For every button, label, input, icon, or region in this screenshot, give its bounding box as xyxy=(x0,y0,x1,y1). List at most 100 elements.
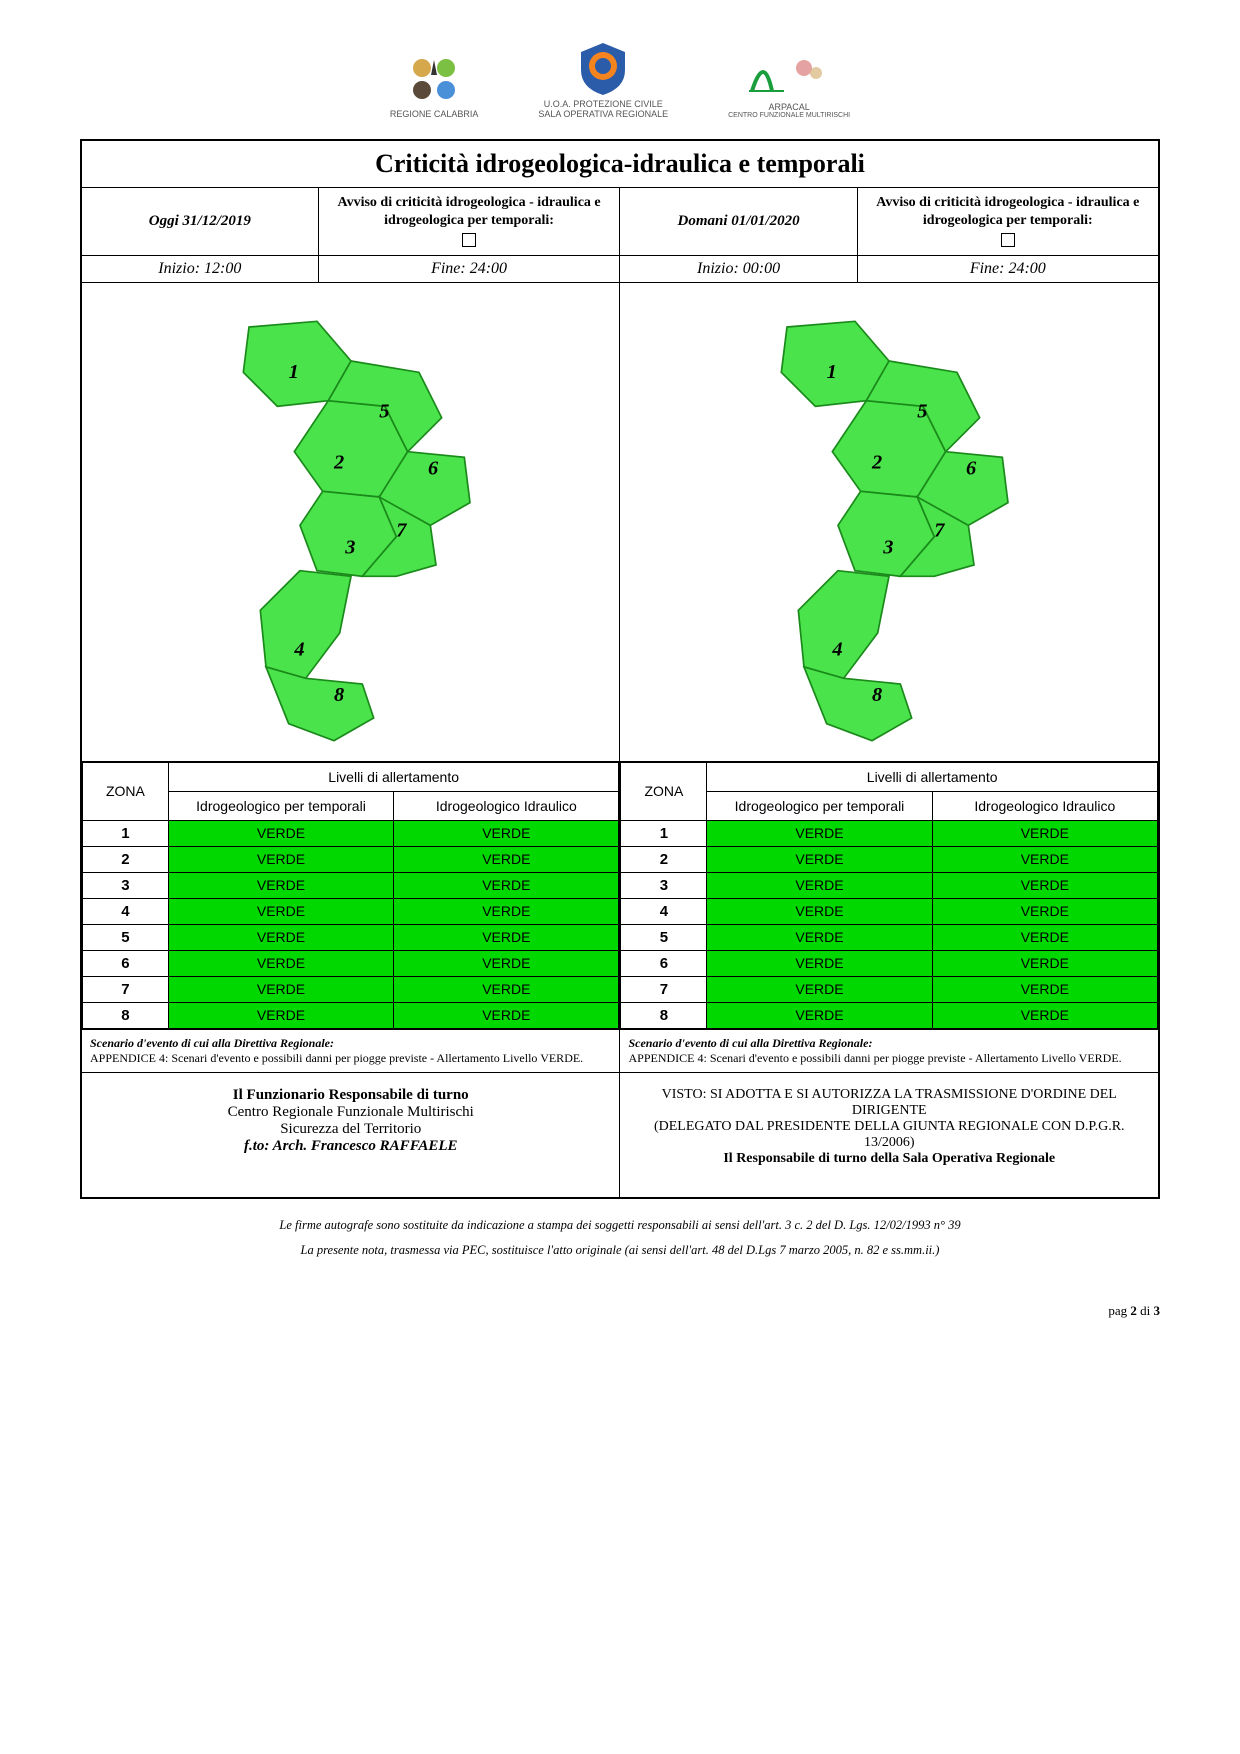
level-idraulico: VERDE xyxy=(394,976,619,1002)
scenario-body: APPENDICE 4: Scenari d'evento e possibil… xyxy=(628,1051,1121,1065)
today-zone-table: ZONA Livelli di allertamento Idrogeologi… xyxy=(82,762,619,1029)
zone-number: 7 xyxy=(621,976,707,1002)
level-temporali: VERDE xyxy=(168,924,393,950)
level-temporali: VERDE xyxy=(707,924,932,950)
today-inizio: Inizio: 12:00 xyxy=(81,255,318,282)
svg-text:5: 5 xyxy=(379,400,389,422)
col2-header: Idrogeologico Idraulico xyxy=(932,791,1157,820)
table-row: 4VERDEVERDE xyxy=(83,898,619,924)
level-temporali: VERDE xyxy=(168,976,393,1002)
sign-left-l4: f.to: Arch. Francesco RAFFAELE xyxy=(90,1138,611,1155)
calabria-map-tomorrow: 12345678 xyxy=(719,293,1059,746)
level-idraulico: VERDE xyxy=(932,976,1157,1002)
zone-number: 6 xyxy=(83,950,169,976)
col2-header: Idrogeologico Idraulico xyxy=(394,791,619,820)
zone-number: 2 xyxy=(621,846,707,872)
level-temporali: VERDE xyxy=(707,872,932,898)
today-checkbox xyxy=(462,233,476,247)
today-zone-table-cell: ZONA Livelli di allertamento Idrogeologi… xyxy=(81,761,620,1029)
level-idraulico: VERDE xyxy=(394,820,619,846)
table-row: 7VERDEVERDE xyxy=(83,976,619,1002)
table-row: 4VERDEVERDE xyxy=(621,898,1158,924)
sign-right-l2: (DELEGATO DAL PRESIDENTE DELLA GIUNTA RE… xyxy=(628,1119,1150,1151)
tomorrow-zone-body: 1VERDEVERDE2VERDEVERDE3VERDEVERDE4VERDEV… xyxy=(621,820,1158,1028)
level-idraulico: VERDE xyxy=(932,924,1157,950)
svg-text:3: 3 xyxy=(344,536,355,558)
page-title: Criticità idrogeologica-idraulica e temp… xyxy=(81,140,1159,188)
scenario-body: APPENDICE 4: Scenari d'evento e possibil… xyxy=(90,1051,583,1065)
svg-text:6: 6 xyxy=(966,457,977,479)
level-temporali: VERDE xyxy=(168,1002,393,1028)
logo-regione-label: REGIONE CALABRIA xyxy=(390,109,479,119)
level-idraulico: VERDE xyxy=(394,846,619,872)
level-idraulico: VERDE xyxy=(394,950,619,976)
level-idraulico: VERDE xyxy=(932,820,1157,846)
tomorrow-scenario: Scenario d'evento di cui alla Direttiva … xyxy=(620,1029,1159,1072)
table-row: 6VERDEVERDE xyxy=(83,950,619,976)
today-date: Oggi 31/12/2019 xyxy=(81,188,318,256)
zona-header: ZONA xyxy=(621,762,707,820)
zone-number: 4 xyxy=(83,898,169,924)
sign-left-l3: Sicurezza del Territorio xyxy=(90,1121,611,1138)
tomorrow-fine: Fine: 24:00 xyxy=(857,255,1159,282)
zone-number: 5 xyxy=(621,924,707,950)
table-row: 3VERDEVERDE xyxy=(621,872,1158,898)
level-idraulico: VERDE xyxy=(394,872,619,898)
zone-number: 1 xyxy=(621,820,707,846)
zone-number: 3 xyxy=(83,872,169,898)
zone-number: 8 xyxy=(621,1002,707,1028)
logo-arpacal-label1: ARPACAL xyxy=(728,102,850,112)
table-row: 8VERDEVERDE xyxy=(621,1002,1158,1028)
svg-text:7: 7 xyxy=(935,519,946,541)
zone-number: 5 xyxy=(83,924,169,950)
level-idraulico: VERDE xyxy=(394,1002,619,1028)
table-row: 8VERDEVERDE xyxy=(83,1002,619,1028)
svg-text:4: 4 xyxy=(293,638,304,660)
signature-left: Il Funzionario Responsabile di turno Cen… xyxy=(81,1072,620,1198)
logo-arpacal: ARPACAL CENTRO FUNZIONALE MULTIRISCHI xyxy=(728,43,850,119)
footnotes: Le firme autografe sono sostituite da in… xyxy=(80,1213,1160,1263)
today-avviso: Avviso di criticità idrogeologica - idra… xyxy=(318,188,620,256)
table-row: 1VERDEVERDE xyxy=(83,820,619,846)
svg-text:8: 8 xyxy=(334,684,344,706)
level-temporali: VERDE xyxy=(168,950,393,976)
level-temporali: VERDE xyxy=(168,820,393,846)
footnote-2: La presente nota, trasmessa via PEC, sos… xyxy=(80,1238,1160,1263)
table-row: 5VERDEVERDE xyxy=(83,924,619,950)
level-temporali: VERDE xyxy=(168,872,393,898)
level-temporali: VERDE xyxy=(168,846,393,872)
zone-number: 8 xyxy=(83,1002,169,1028)
sign-right-l1: VISTO: SI ADOTTA E SI AUTORIZZA LA TRASM… xyxy=(628,1087,1150,1119)
page-number: pag 2 di 3 xyxy=(80,1303,1160,1319)
level-idraulico: VERDE xyxy=(932,898,1157,924)
table-row: 1VERDEVERDE xyxy=(621,820,1158,846)
tomorrow-inizio: Inizio: 00:00 xyxy=(620,255,857,282)
svg-text:7: 7 xyxy=(396,519,407,541)
tomorrow-checkbox xyxy=(1001,233,1015,247)
today-avviso-text: Avviso di criticità idrogeologica - idra… xyxy=(338,195,601,228)
sign-left-l2: Centro Regionale Funzionale Multirischi xyxy=(90,1104,611,1121)
arpacal-icon xyxy=(744,43,834,98)
footnote-1: Le firme autografe sono sostituite da in… xyxy=(80,1213,1160,1238)
table-row: 5VERDEVERDE xyxy=(621,924,1158,950)
zone-number: 1 xyxy=(83,820,169,846)
level-idraulico: VERDE xyxy=(394,924,619,950)
table-row: 3VERDEVERDE xyxy=(83,872,619,898)
protezione-civile-icon xyxy=(573,40,633,95)
signature-right: VISTO: SI ADOTTA E SI AUTORIZZA LA TRASM… xyxy=(620,1072,1159,1198)
level-idraulico: VERDE xyxy=(394,898,619,924)
tomorrow-zone-table-cell: ZONA Livelli di allertamento Idrogeologi… xyxy=(620,761,1159,1029)
tomorrow-avviso: Avviso di criticità idrogeologica - idra… xyxy=(857,188,1159,256)
regione-calabria-icon xyxy=(404,50,464,105)
sign-left-l1: Il Funzionario Responsabile di turno xyxy=(90,1087,611,1104)
scenario-title: Scenario d'evento di cui alla Direttiva … xyxy=(90,1036,334,1050)
tomorrow-zone-table: ZONA Livelli di allertamento Idrogeologi… xyxy=(620,762,1158,1029)
logo-protezione-label1: U.O.A. PROTEZIONE CIVILE xyxy=(538,99,668,109)
level-idraulico: VERDE xyxy=(932,950,1157,976)
level-idraulico: VERDE xyxy=(932,1002,1157,1028)
zone-number: 7 xyxy=(83,976,169,1002)
level-temporali: VERDE xyxy=(707,898,932,924)
sign-right-l3: Il Responsabile di turno della Sala Oper… xyxy=(628,1151,1150,1167)
header-logos: REGIONE CALABRIA U.O.A. PROTEZIONE CIVIL… xyxy=(80,40,1160,119)
table-row: 6VERDEVERDE xyxy=(621,950,1158,976)
